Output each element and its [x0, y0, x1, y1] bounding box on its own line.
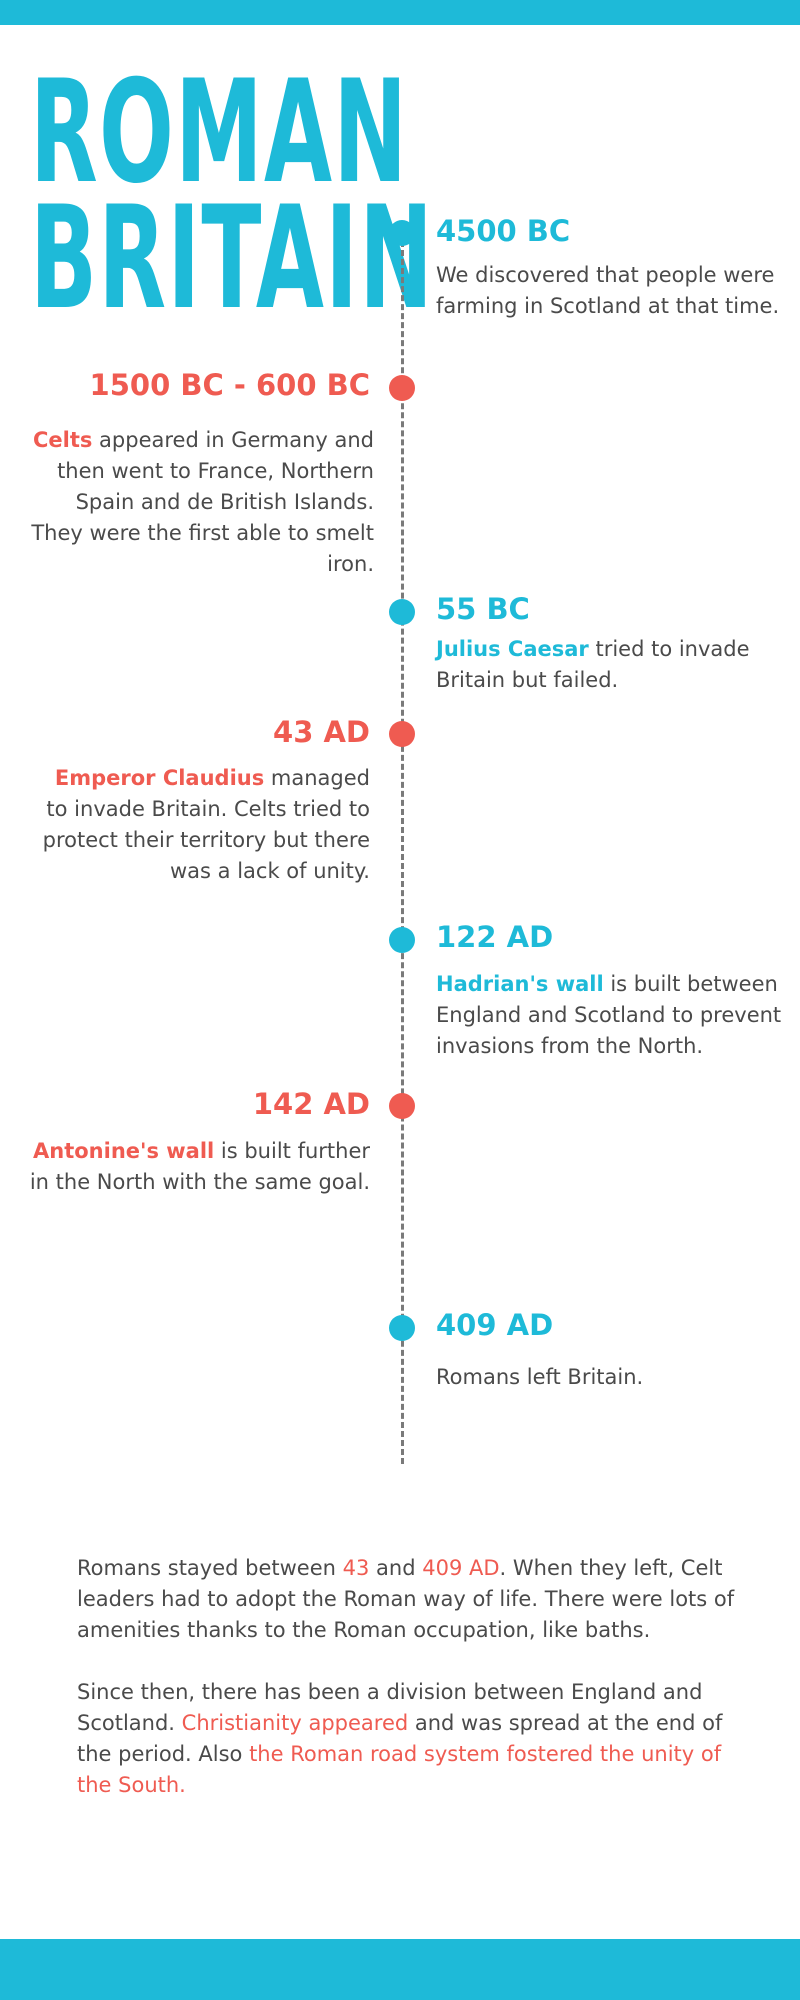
timeline-dot-122ad [389, 927, 415, 953]
timeline-desc-142ad: Antonine's wall is built further in the … [22, 1136, 370, 1198]
timeline-date-409ad: 409 AD [436, 1308, 554, 1342]
page-title-line-2: BRITAIN [30, 176, 435, 341]
timeline-date-1500bc: 1500 BC - 600 BC [89, 368, 370, 402]
timeline-dot-409ad [389, 1315, 415, 1341]
timeline-dot-142ad [389, 1093, 415, 1119]
summary-text: . When they left, Celt leaders had to ad… [77, 1556, 735, 1642]
highlight-antonines-wall: Antonine's wall [33, 1139, 215, 1163]
timeline-date-55bc: 55 BC [436, 592, 530, 626]
page-title-line-1: ROMAN [30, 50, 409, 215]
timeline-date-142ad: 142 AD [252, 1087, 370, 1121]
timeline-desc-55bc: Julius Caesar tried to invade Britain bu… [436, 634, 788, 696]
summary-accent-christianity: Christianity appeared [181, 1711, 409, 1735]
timeline-text-122ad: is built between England and Scotland to… [436, 972, 782, 1058]
highlight-celts: Celts [32, 428, 93, 452]
summary-paragraph-2: Since then, there has been a division be… [77, 1677, 737, 1801]
summary-accent-43: 43 [342, 1556, 370, 1580]
timeline-desc-122ad: Hadrian's wall is built between England … [436, 969, 788, 1062]
summary-text: and was spread at the end of the period.… [77, 1711, 723, 1766]
highlight-hadrians-wall: Hadrian's wall [436, 972, 604, 996]
summary-paragraph-1: Romans stayed between 43 and 409 AD. Whe… [77, 1553, 737, 1646]
highlight-emperor-claudius: Emperor Claudius [54, 766, 265, 790]
top-banner [0, 0, 800, 25]
timeline-desc-409ad: Romans left Britain. [436, 1365, 644, 1389]
summary-text: Since then, there has been a division be… [77, 1680, 703, 1735]
timeline-desc-43ad: Emperor Claudius managed to invade Brita… [34, 763, 370, 887]
summary-text: and [369, 1556, 423, 1580]
timeline-line [401, 232, 404, 1464]
timeline-text-142ad: is built further in the North with the s… [29, 1139, 370, 1194]
timeline-text-1500bc: appeared in Germany and then went to Fra… [31, 428, 374, 576]
timeline-dot-55bc [389, 599, 415, 625]
summary-text: Romans stayed between [77, 1556, 343, 1580]
timeline-date-43ad: 43 AD [273, 715, 370, 749]
timeline-text-55bc: tried to invade Britain but failed. [436, 637, 750, 692]
highlight-julius-caesar: Julius Caesar [436, 637, 589, 661]
timeline-text-43ad: managed to invade Britain. Celts tried t… [42, 766, 370, 883]
timeline-date-122ad: 122 AD [436, 920, 554, 954]
timeline-desc-1500bc: Celts appeared in Germany and then went … [24, 425, 374, 580]
summary-accent-409ad: 409 AD [422, 1556, 500, 1580]
summary-accent-roman-roads: the Roman road system fostered the unity… [77, 1742, 722, 1797]
timeline-dot-1500bc [389, 375, 415, 401]
bottom-banner [0, 1939, 800, 2000]
timeline-desc-4500bc: We discovered that people were farming i… [436, 263, 780, 318]
timeline-dot-43ad [389, 721, 415, 747]
timeline-dot-4500bc [389, 220, 415, 246]
timeline-date-4500bc: 4500 BC [436, 214, 571, 248]
